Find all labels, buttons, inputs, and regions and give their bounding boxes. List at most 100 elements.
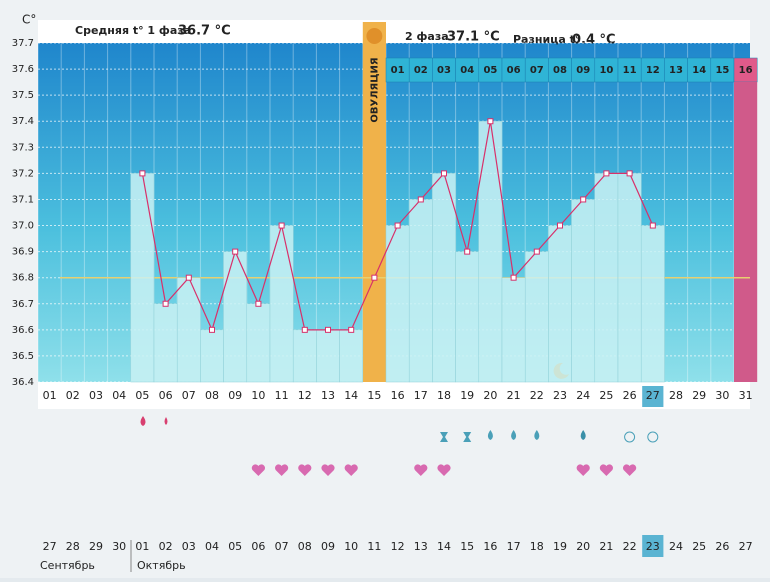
x-tick-label: 29 bbox=[692, 389, 706, 402]
x-tick-label: 14 bbox=[344, 389, 358, 402]
ovulation-label: ОВУЛЯЦИЯ bbox=[369, 57, 380, 122]
x-tick-label: 12 bbox=[298, 389, 312, 402]
temperature-point bbox=[348, 326, 355, 333]
phase2-day: 14 bbox=[692, 65, 706, 76]
temperature-point bbox=[232, 248, 239, 255]
current-day-box bbox=[642, 386, 664, 407]
x-tick-label: 17 bbox=[414, 389, 428, 402]
drop-icon bbox=[534, 430, 540, 440]
temperature-point bbox=[301, 326, 308, 333]
x-tick-label: 13 bbox=[321, 389, 335, 402]
date-label: 07 bbox=[275, 540, 289, 553]
phase2-day: 05 bbox=[483, 65, 497, 76]
temperature-point bbox=[533, 248, 540, 255]
date-label: 18 bbox=[530, 540, 544, 553]
heart-icon bbox=[437, 464, 451, 476]
temperature-bar bbox=[385, 225, 410, 383]
date-label: 30 bbox=[112, 540, 126, 553]
ovulation-marker bbox=[366, 28, 383, 44]
date-label: 05 bbox=[228, 540, 242, 553]
x-tick-label: 06 bbox=[159, 389, 173, 402]
y-tick-label: 37.5 bbox=[12, 90, 34, 101]
temperature-point bbox=[487, 118, 494, 125]
date-label: 16 bbox=[483, 540, 497, 553]
x-tick-label: 30 bbox=[715, 389, 729, 402]
phase1-value: 36.7 °C bbox=[178, 24, 231, 39]
x-tick-label: 28 bbox=[669, 389, 683, 402]
y-tick-label: 37.7 bbox=[12, 38, 34, 49]
phase2-day: 15 bbox=[715, 65, 729, 76]
y-tick-label: 37.6 bbox=[12, 64, 34, 75]
phase2-day: 06 bbox=[507, 65, 521, 76]
phase2-day: 16 bbox=[739, 65, 753, 76]
x-tick-label: 21 bbox=[507, 389, 521, 402]
temperature-bar bbox=[408, 199, 433, 383]
temperature-point bbox=[557, 222, 563, 229]
x-tick-label: 19 bbox=[460, 389, 474, 402]
temperature-bar bbox=[269, 225, 294, 383]
drop-icon bbox=[487, 430, 493, 440]
date-label: 13 bbox=[414, 540, 428, 553]
date-label: 23 bbox=[646, 540, 660, 553]
temperature-bar bbox=[640, 225, 665, 383]
phase2-label: 2 фаза bbox=[405, 30, 449, 43]
phase2-value: 37.1 °C bbox=[447, 30, 500, 45]
y-tick-label: 36.7 bbox=[12, 299, 34, 310]
date-label: 09 bbox=[321, 540, 335, 553]
temperature-point bbox=[626, 170, 633, 177]
heart-icon bbox=[344, 464, 358, 476]
phase2-day: 12 bbox=[646, 65, 660, 76]
temperature-point bbox=[371, 274, 378, 281]
temperature-point bbox=[580, 196, 587, 203]
date-label: 15 bbox=[460, 540, 474, 553]
x-tick-label: 15 bbox=[367, 389, 381, 402]
temperature-bar bbox=[339, 329, 364, 383]
date-label: 17 bbox=[507, 540, 521, 553]
x-tick-label: 09 bbox=[228, 389, 242, 402]
phase2-day: 07 bbox=[530, 65, 544, 76]
phase2-day: 13 bbox=[669, 65, 683, 76]
temperature-point bbox=[510, 274, 517, 281]
temperature-bar bbox=[478, 120, 503, 383]
x-tick-label: 08 bbox=[205, 389, 219, 402]
y-tick-label: 36.6 bbox=[12, 325, 34, 336]
phase2-day: 09 bbox=[576, 65, 590, 76]
y-tick-label: 37.2 bbox=[12, 168, 34, 179]
temperature-bar bbox=[455, 251, 480, 383]
phase1-label: Средняя t° 1 фаза bbox=[75, 24, 191, 37]
date-label: 29 bbox=[89, 540, 103, 553]
temperature-point bbox=[464, 248, 471, 255]
temperature-point bbox=[325, 326, 331, 333]
x-tick-label: 26 bbox=[623, 389, 637, 402]
temperature-bar bbox=[316, 329, 340, 383]
heart-icon bbox=[298, 464, 312, 476]
x-tick-label: 22 bbox=[530, 389, 544, 402]
heart-icon bbox=[599, 464, 614, 476]
date-label: 26 bbox=[715, 540, 729, 553]
temperature-bar bbox=[571, 199, 596, 383]
y-tick-label: 37.1 bbox=[12, 194, 34, 205]
hourglass-icon bbox=[463, 432, 472, 442]
heart-icon bbox=[321, 464, 335, 476]
x-tick-label: 24 bbox=[576, 389, 590, 402]
heart-icon bbox=[274, 464, 289, 476]
temperature-point bbox=[209, 326, 215, 333]
diff-value: 0.4 °C bbox=[572, 33, 616, 48]
x-tick-label: 11 bbox=[275, 389, 289, 402]
circle-icon bbox=[647, 431, 659, 443]
x-tick-label: 02 bbox=[66, 389, 80, 402]
heart-icon bbox=[622, 464, 637, 476]
temperature-point bbox=[185, 274, 192, 281]
temperature-bar bbox=[432, 173, 456, 383]
x-tick-label: 16 bbox=[391, 389, 405, 402]
y-tick-label: 36.8 bbox=[12, 273, 34, 284]
phase2-day: 11 bbox=[623, 65, 637, 76]
phase2-day: 04 bbox=[460, 65, 474, 76]
circle-icon bbox=[624, 431, 636, 443]
y-axis-label: C° bbox=[22, 13, 36, 27]
x-tick-label: 03 bbox=[89, 389, 103, 402]
temperature-point bbox=[278, 222, 285, 229]
drop-icon bbox=[580, 430, 586, 440]
x-tick-label: 27 bbox=[646, 389, 660, 402]
date-label: 14 bbox=[437, 540, 451, 553]
